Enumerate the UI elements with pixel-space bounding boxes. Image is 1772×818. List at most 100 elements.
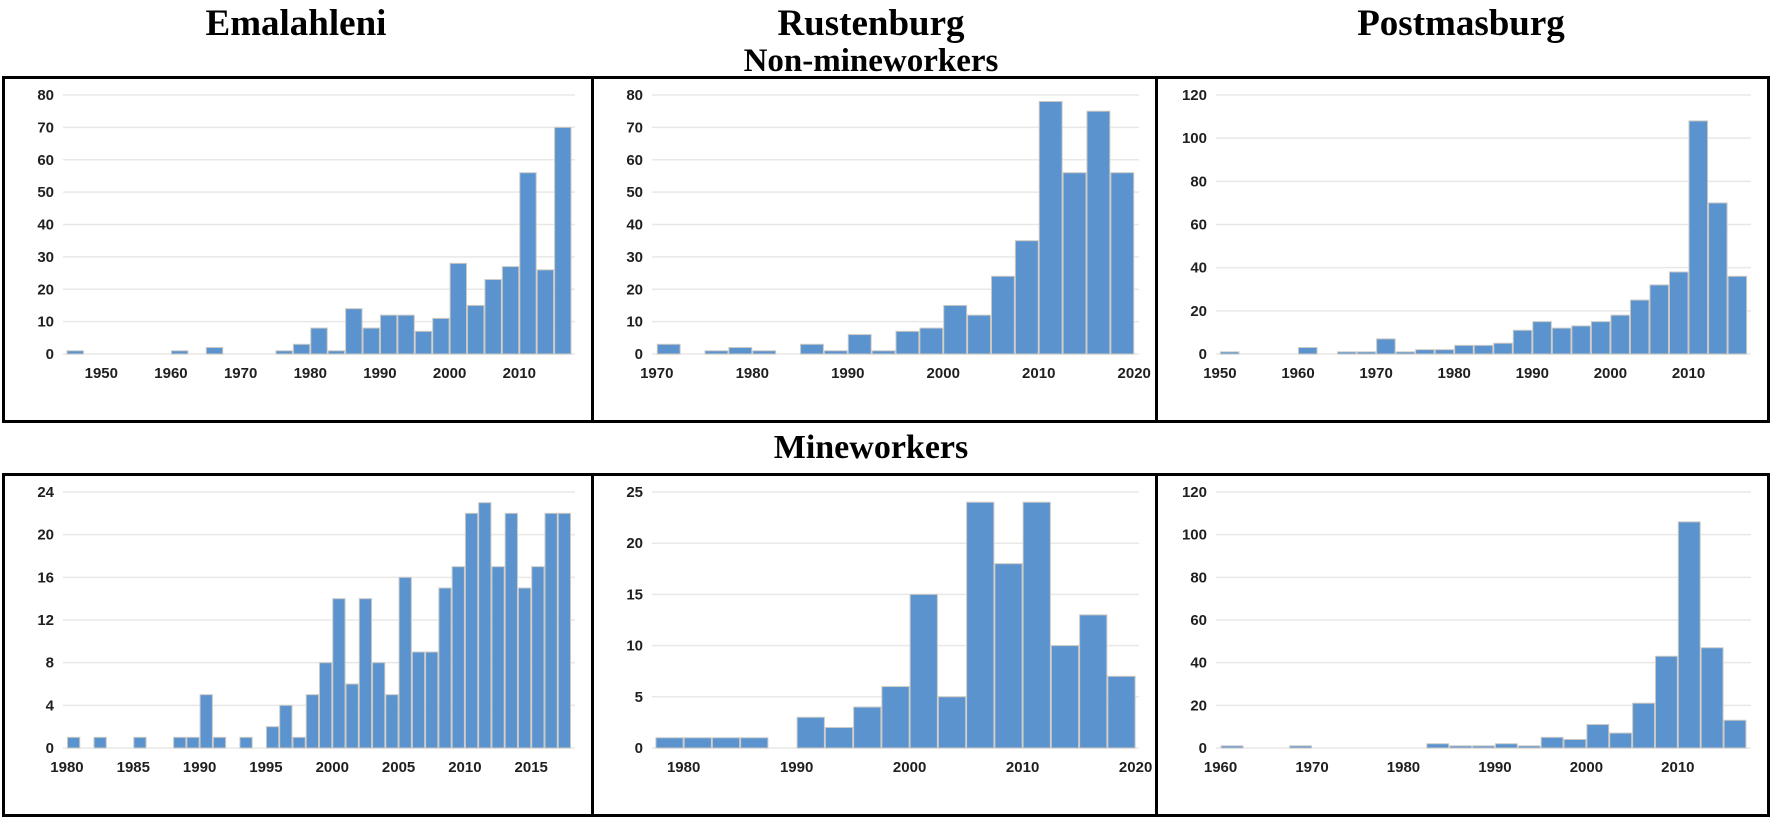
column-title-rustenburg-block: Rustenburg Non-mineworkers xyxy=(589,3,1153,79)
svg-text:2010: 2010 xyxy=(448,759,481,776)
mineworkers-panel-row: 0 4 8 12 16 20 24 1980 1985 1990 1995 2000 2005 2010 2… xyxy=(2,473,1770,817)
svg-text:80: 80 xyxy=(37,87,54,104)
svg-text:1980: 1980 xyxy=(736,365,769,382)
svg-text:1990: 1990 xyxy=(780,759,813,776)
svg-text:1970: 1970 xyxy=(1295,759,1328,776)
svg-text:5: 5 xyxy=(635,689,643,706)
svg-text:2010: 2010 xyxy=(1006,759,1039,776)
svg-text:2000: 2000 xyxy=(316,759,349,776)
svg-text:1960: 1960 xyxy=(154,365,187,382)
svg-text:4: 4 xyxy=(46,697,55,714)
svg-text:30: 30 xyxy=(37,249,54,266)
svg-text:2010: 2010 xyxy=(1672,365,1705,382)
chart-panel-rustenburg-non-mineworkers: 0 10 20 30 40 50 60 70 80 1970 1980 1990 2000 2010 202… xyxy=(591,79,1155,420)
svg-text:0: 0 xyxy=(635,346,643,363)
bar-chart-emalahleni-mineworkers: 0 4 8 12 16 20 24 1980 1985 1990 1995 2000 2005 2010 2… xyxy=(37,484,575,776)
svg-text:70: 70 xyxy=(37,119,54,136)
svg-text:80: 80 xyxy=(626,87,643,104)
svg-text:16: 16 xyxy=(37,569,54,586)
chart-panel-emalahleni-mineworkers: 0 4 8 12 16 20 24 1980 1985 1990 1995 2000 2005 2010 2… xyxy=(5,476,591,814)
svg-text:2000: 2000 xyxy=(927,365,960,382)
svg-text:120: 120 xyxy=(1182,484,1207,501)
svg-text:1990: 1990 xyxy=(183,759,216,776)
svg-text:12: 12 xyxy=(37,612,54,629)
svg-text:20: 20 xyxy=(37,527,54,544)
column-title-rustenburg: Rustenburg xyxy=(777,3,965,44)
svg-text:120: 120 xyxy=(1182,87,1207,104)
svg-text:2000: 2000 xyxy=(1594,365,1627,382)
svg-text:10: 10 xyxy=(626,638,643,655)
svg-text:0: 0 xyxy=(1199,740,1207,757)
svg-text:1950: 1950 xyxy=(85,365,118,382)
svg-text:40: 40 xyxy=(1190,655,1207,672)
svg-text:40: 40 xyxy=(37,217,54,234)
bar-chart-rustenburg-non-mineworkers: 0 10 20 30 40 50 60 70 80 1970 1980 1990 2000 2010 202… xyxy=(626,87,1151,382)
chart-panel-emalahleni-non-mineworkers: 0 10 20 30 40 50 60 70 80 1950 1960 1970 1980 1990 200… xyxy=(5,79,591,420)
svg-text:20: 20 xyxy=(1190,303,1207,320)
svg-text:2015: 2015 xyxy=(515,759,548,776)
column-title-emalahleni: Emalahleni xyxy=(205,3,387,44)
svg-text:40: 40 xyxy=(626,217,643,234)
svg-text:30: 30 xyxy=(626,249,643,266)
svg-text:1990: 1990 xyxy=(831,365,864,382)
svg-text:1990: 1990 xyxy=(1478,759,1511,776)
bar-chart-postmasburg-mineworkers: 0 20 40 60 80 100 120 1960 1970 1980 1990 2000 2010 xyxy=(1182,484,1751,776)
svg-text:20: 20 xyxy=(626,535,643,552)
svg-text:15: 15 xyxy=(626,586,643,603)
svg-text:2005: 2005 xyxy=(382,759,415,776)
svg-text:2010: 2010 xyxy=(1661,759,1694,776)
svg-text:100: 100 xyxy=(1182,130,1207,147)
svg-text:1980: 1980 xyxy=(1438,365,1471,382)
svg-text:60: 60 xyxy=(37,152,54,169)
svg-text:10: 10 xyxy=(37,314,54,331)
svg-text:1995: 1995 xyxy=(249,759,282,776)
svg-text:1970: 1970 xyxy=(640,365,673,382)
svg-text:70: 70 xyxy=(626,119,643,136)
svg-text:40: 40 xyxy=(1190,260,1207,277)
svg-text:25: 25 xyxy=(626,484,643,501)
chart-panel-rustenburg-mineworkers: 0 5 10 15 20 25 1980 1990 2000 2010 2020 xyxy=(591,476,1155,814)
svg-text:2010: 2010 xyxy=(1022,365,1055,382)
svg-text:20: 20 xyxy=(1190,697,1207,714)
svg-text:50: 50 xyxy=(626,184,643,201)
svg-text:0: 0 xyxy=(1199,346,1207,363)
svg-text:1950: 1950 xyxy=(1203,365,1236,382)
chart-panel-postmasburg-non-mineworkers: 0 20 40 60 80 100 120 1950 1960 1970 1980 1990 2000 2… xyxy=(1155,79,1767,420)
bar-chart-postmasburg-non-mineworkers: 0 20 40 60 80 100 120 1950 1960 1970 1980 1990 2000 2… xyxy=(1182,87,1751,382)
svg-text:60: 60 xyxy=(1190,612,1207,629)
svg-text:1980: 1980 xyxy=(50,759,83,776)
svg-text:1990: 1990 xyxy=(1516,365,1549,382)
row-title-non-mineworkers: Non-mineworkers xyxy=(743,43,999,79)
svg-text:2000: 2000 xyxy=(893,759,926,776)
column-title-postmasburg: Postmasburg xyxy=(1357,3,1565,44)
svg-text:1985: 1985 xyxy=(117,759,150,776)
svg-text:0: 0 xyxy=(46,346,54,363)
bar-chart-rustenburg-mineworkers: 0 5 10 15 20 25 1980 1990 2000 2010 2020 xyxy=(626,484,1152,776)
svg-text:1980: 1980 xyxy=(667,759,700,776)
svg-text:1970: 1970 xyxy=(1359,365,1392,382)
svg-text:80: 80 xyxy=(1190,173,1207,190)
svg-text:20: 20 xyxy=(626,281,643,298)
svg-text:0: 0 xyxy=(46,740,54,757)
svg-text:60: 60 xyxy=(626,152,643,169)
bar-chart-emalahleni-non-mineworkers: 0 10 20 30 40 50 60 70 80 1950 1960 1970 1980 1990 200… xyxy=(37,87,575,382)
svg-text:2020: 2020 xyxy=(1119,759,1152,776)
svg-text:60: 60 xyxy=(1190,217,1207,234)
svg-text:10: 10 xyxy=(626,314,643,331)
svg-text:1990: 1990 xyxy=(363,365,396,382)
svg-text:1960: 1960 xyxy=(1204,759,1237,776)
svg-text:2000: 2000 xyxy=(433,365,466,382)
svg-text:2020: 2020 xyxy=(1118,365,1151,382)
svg-text:8: 8 xyxy=(46,655,54,672)
non-mineworkers-panel-row: 0 10 20 30 40 50 60 70 80 1950 1960 1970 1980 1990 200… xyxy=(2,76,1770,423)
svg-text:80: 80 xyxy=(1190,569,1207,586)
svg-text:0: 0 xyxy=(635,740,643,757)
svg-text:2000: 2000 xyxy=(1570,759,1603,776)
svg-text:2010: 2010 xyxy=(503,365,536,382)
svg-text:24: 24 xyxy=(37,484,54,501)
row-title-mineworkers: Mineworkers xyxy=(773,429,969,466)
svg-text:1970: 1970 xyxy=(224,365,257,382)
svg-text:50: 50 xyxy=(37,184,54,201)
chart-panel-postmasburg-mineworkers: 0 20 40 60 80 100 120 1960 1970 1980 1990 2000 2010 xyxy=(1155,476,1767,814)
